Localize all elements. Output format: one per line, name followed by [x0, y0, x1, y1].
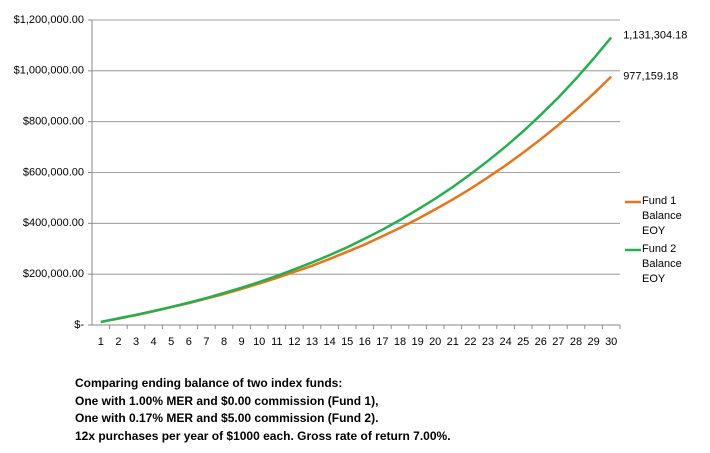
y-tick-label: $1,000,000.00 [14, 65, 84, 77]
x-tick-label: 19 [411, 336, 423, 348]
x-tick-label: 30 [605, 336, 617, 348]
x-tick-label: 17 [376, 336, 388, 348]
y-tick-label: $800,000.00 [23, 116, 84, 128]
data-label: 1,131,304.18 [623, 29, 687, 41]
x-tick-label: 28 [570, 336, 582, 348]
x-tick-label: 6 [186, 336, 192, 348]
x-tick-label: 25 [517, 336, 529, 348]
x-tick-label: 15 [341, 336, 353, 348]
x-tick-label: 10 [253, 336, 265, 348]
x-tick-label: 13 [306, 336, 318, 348]
x-tick-label: 24 [499, 336, 511, 348]
x-tick-label: 5 [168, 336, 174, 348]
caption-line: One with 1.00% MER and $0.00 commission … [75, 393, 379, 408]
y-tick-label: $600,000.00 [23, 166, 84, 178]
y-tick-label: $200,000.00 [23, 268, 84, 280]
caption-line: Comparing ending balance of two index fu… [75, 376, 343, 390]
legend-label: Fund 2 Balance EOY [642, 243, 682, 285]
x-tick-label: 1 [98, 336, 104, 348]
x-tick-label: 8 [221, 336, 227, 348]
x-tick-label: 9 [239, 336, 245, 348]
x-tick-label: 7 [203, 336, 209, 348]
caption-line: One with 0.17% MER and $5.00 commission … [75, 411, 379, 425]
y-tick-label: $400,000.00 [23, 217, 84, 229]
x-tick-label: 22 [464, 336, 476, 348]
x-tick-label: 2 [115, 336, 121, 348]
x-tick-label: 26 [535, 336, 547, 348]
y-tick-label: $1,200,000.00 [14, 14, 84, 26]
x-tick-label: 16 [359, 336, 371, 348]
x-tick-label: 20 [429, 336, 441, 348]
x-tick-label: 4 [151, 336, 157, 348]
x-tick-label: 29 [587, 336, 599, 348]
caption-line: 12x purchases per year of $1000 each. Gr… [75, 428, 451, 443]
series-line [100, 75, 613, 324]
x-tick-label: 21 [447, 336, 459, 348]
x-tick-label: 12 [288, 336, 300, 348]
x-tick-label: 18 [394, 336, 406, 348]
x-tick-label: 11 [271, 336, 282, 348]
data-label: 977,159.18 [623, 71, 678, 83]
x-tick-label: 27 [552, 336, 564, 348]
series-line [100, 36, 613, 324]
x-tick-label: 14 [323, 336, 335, 348]
x-tick-label: 3 [133, 336, 139, 348]
legend-label: Fund 1 Balance EOY [642, 195, 682, 237]
y-tick-label: $- [74, 319, 84, 331]
x-tick-label: 23 [482, 336, 494, 348]
